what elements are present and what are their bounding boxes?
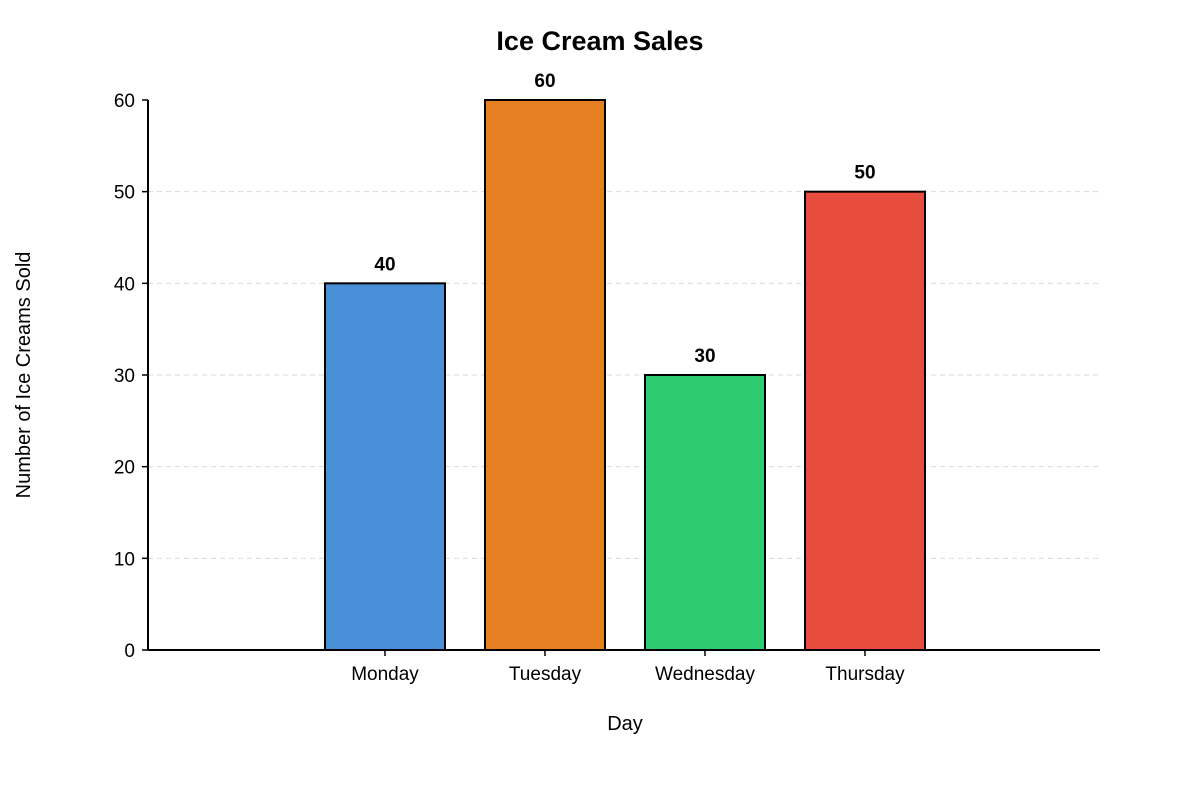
- x-axis-labels: Monday Tuesday Wednesday Thursday: [351, 650, 905, 685]
- y-axis-title: Number of Ice Creams Sold: [13, 252, 35, 499]
- bars: [324, 99, 926, 652]
- y-tick-label: 20: [114, 458, 135, 479]
- y-axis-ticks: 0 10 20 30 40 50 60: [114, 91, 148, 662]
- x-tick-label: Thursday: [825, 664, 905, 685]
- y-tick-label: 60: [114, 91, 135, 112]
- y-tick-label: 0: [124, 641, 135, 662]
- data-labels: 40 60 30 50: [374, 71, 875, 367]
- x-tick-label: Monday: [351, 664, 419, 685]
- y-tick-label: 40: [114, 274, 135, 295]
- bar: [644, 374, 766, 651]
- bar: [804, 190, 926, 652]
- x-tick-label: Wednesday: [655, 664, 755, 685]
- y-tick-label: 10: [114, 549, 135, 570]
- data-label: 50: [854, 163, 875, 184]
- x-tick-label: Tuesday: [509, 664, 582, 685]
- chart-title: Ice Cream Sales: [496, 26, 703, 56]
- y-tick-label: 50: [114, 183, 135, 204]
- gridlines: [148, 191, 1100, 559]
- data-label: 40: [374, 254, 395, 275]
- data-label: 60: [534, 71, 555, 92]
- y-tick-label: 30: [114, 366, 135, 387]
- data-label: 30: [694, 346, 715, 367]
- x-axis-title: Day: [607, 713, 643, 735]
- bar: [324, 282, 446, 651]
- bar: [484, 99, 606, 651]
